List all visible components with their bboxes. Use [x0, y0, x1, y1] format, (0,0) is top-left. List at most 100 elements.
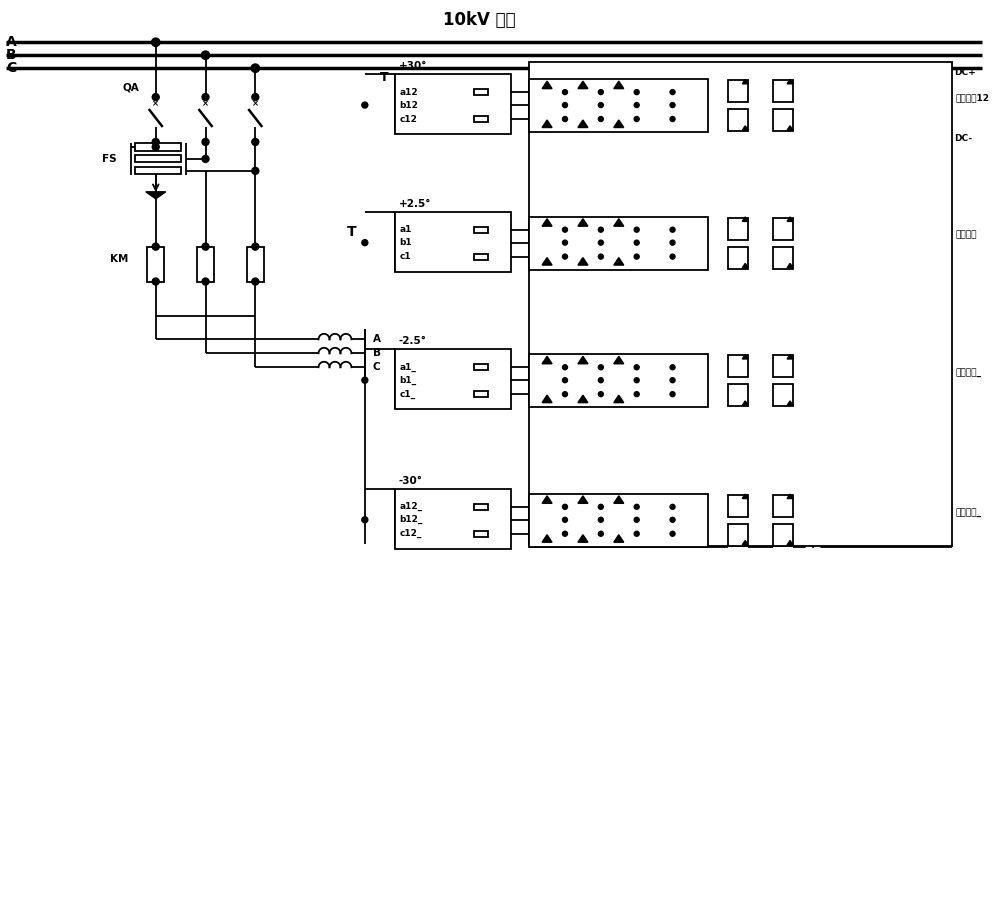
Circle shape: [202, 278, 209, 285]
Circle shape: [252, 94, 259, 101]
Circle shape: [202, 243, 209, 250]
Polygon shape: [542, 496, 552, 504]
Text: -30°: -30°: [399, 476, 423, 486]
Text: B: B: [6, 49, 17, 62]
Bar: [474, 364, 488, 370]
Circle shape: [634, 241, 639, 245]
Bar: [529, 354, 708, 407]
Polygon shape: [742, 401, 748, 405]
Circle shape: [362, 517, 368, 523]
Polygon shape: [578, 81, 588, 88]
Circle shape: [634, 103, 639, 107]
Circle shape: [598, 241, 603, 245]
Circle shape: [598, 227, 603, 232]
Text: 高率单允: 高率单允: [955, 231, 977, 240]
Bar: [728, 218, 748, 240]
Bar: [773, 247, 793, 268]
Polygon shape: [614, 356, 624, 364]
Bar: [395, 74, 511, 134]
Bar: [247, 247, 264, 281]
Circle shape: [563, 254, 567, 259]
Polygon shape: [578, 496, 588, 504]
Circle shape: [598, 365, 603, 369]
Circle shape: [598, 517, 603, 523]
Circle shape: [670, 227, 675, 232]
Polygon shape: [542, 258, 552, 265]
Text: a1: a1: [400, 225, 412, 234]
Text: -2.5°: -2.5°: [399, 336, 427, 346]
Polygon shape: [614, 534, 624, 542]
Circle shape: [152, 94, 159, 101]
Circle shape: [670, 505, 675, 509]
Polygon shape: [578, 396, 588, 403]
Polygon shape: [578, 258, 588, 265]
Text: ×: ×: [202, 99, 209, 108]
Bar: [529, 79, 708, 132]
Text: c1_: c1_: [400, 389, 416, 399]
Circle shape: [670, 517, 675, 523]
Circle shape: [670, 89, 675, 95]
Circle shape: [152, 143, 159, 150]
Circle shape: [598, 103, 603, 107]
Polygon shape: [578, 219, 588, 226]
Text: DC+: DC+: [954, 68, 976, 77]
Text: a12_: a12_: [400, 502, 423, 512]
Circle shape: [202, 139, 209, 145]
Polygon shape: [146, 192, 166, 199]
Circle shape: [634, 89, 639, 95]
Bar: [773, 355, 793, 378]
Polygon shape: [614, 396, 624, 403]
Text: a12: a12: [400, 87, 418, 96]
Bar: [773, 80, 793, 102]
Circle shape: [362, 378, 368, 383]
Circle shape: [252, 168, 259, 175]
Circle shape: [563, 365, 567, 369]
Circle shape: [202, 155, 209, 162]
Text: 流率单允_: 流率单允_: [955, 369, 981, 378]
Polygon shape: [742, 126, 748, 131]
Polygon shape: [787, 79, 793, 84]
Bar: [773, 109, 793, 131]
Circle shape: [598, 392, 603, 396]
Circle shape: [598, 254, 603, 259]
Circle shape: [563, 392, 567, 396]
Text: 流率单允_: 流率单允_: [955, 508, 981, 517]
Text: b1_: b1_: [400, 376, 417, 385]
Circle shape: [670, 103, 675, 107]
Circle shape: [563, 241, 567, 245]
Polygon shape: [578, 120, 588, 128]
Text: 10kV 系统: 10kV 系统: [443, 12, 516, 30]
Bar: [395, 489, 511, 549]
Circle shape: [598, 532, 603, 536]
Circle shape: [670, 254, 675, 259]
Text: b1: b1: [400, 238, 412, 247]
Circle shape: [634, 532, 639, 536]
Circle shape: [670, 241, 675, 245]
Text: DC-: DC-: [954, 134, 972, 143]
Circle shape: [598, 505, 603, 509]
Bar: [728, 109, 748, 131]
Circle shape: [634, 116, 639, 122]
Bar: [773, 523, 793, 546]
Bar: [529, 494, 708, 547]
Polygon shape: [614, 120, 624, 128]
Circle shape: [634, 517, 639, 523]
Bar: [135, 143, 181, 150]
Polygon shape: [787, 494, 793, 498]
Polygon shape: [787, 263, 793, 268]
Circle shape: [251, 64, 259, 72]
Text: A: A: [6, 35, 17, 50]
Bar: [474, 253, 488, 259]
Circle shape: [252, 278, 259, 285]
Polygon shape: [542, 120, 552, 128]
Bar: [474, 89, 488, 96]
Polygon shape: [542, 81, 552, 88]
Circle shape: [563, 532, 567, 536]
Circle shape: [634, 392, 639, 396]
Circle shape: [563, 103, 567, 107]
Circle shape: [670, 365, 675, 369]
Circle shape: [252, 139, 259, 145]
Polygon shape: [787, 541, 793, 545]
Polygon shape: [542, 356, 552, 364]
Bar: [135, 155, 181, 162]
